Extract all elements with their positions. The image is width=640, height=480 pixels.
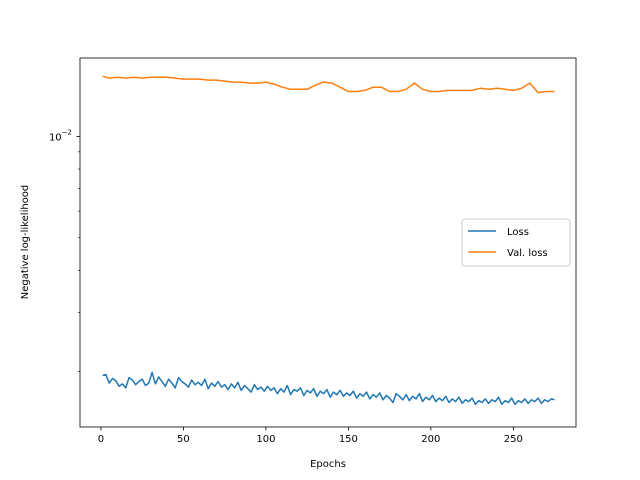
y-axis-label: Negative log-likelihood bbox=[20, 185, 31, 300]
y-tick-label: 10−2 bbox=[49, 128, 72, 143]
x-axis-label: Epochs bbox=[310, 459, 346, 470]
legend-loss-label: Loss bbox=[507, 227, 529, 238]
x-tick-label: 200 bbox=[421, 434, 440, 445]
x-axis: 0 50 100 150 200 250 bbox=[98, 427, 523, 445]
x-tick-label: 150 bbox=[339, 434, 358, 445]
series-line-val-loss bbox=[102, 75, 555, 94]
legend-val-loss-label: Val. loss bbox=[507, 248, 548, 259]
y-axis: 10−2 bbox=[49, 128, 80, 372]
series-line-loss bbox=[102, 371, 555, 406]
x-tick-label: 0 bbox=[98, 434, 104, 445]
x-tick-label: 100 bbox=[256, 434, 275, 445]
plot-lines bbox=[102, 75, 555, 406]
legend: Loss Val. loss bbox=[461, 218, 571, 267]
plot-frame bbox=[79, 57, 577, 428]
x-tick-label: 50 bbox=[177, 434, 190, 445]
x-tick-label: 250 bbox=[504, 434, 523, 445]
